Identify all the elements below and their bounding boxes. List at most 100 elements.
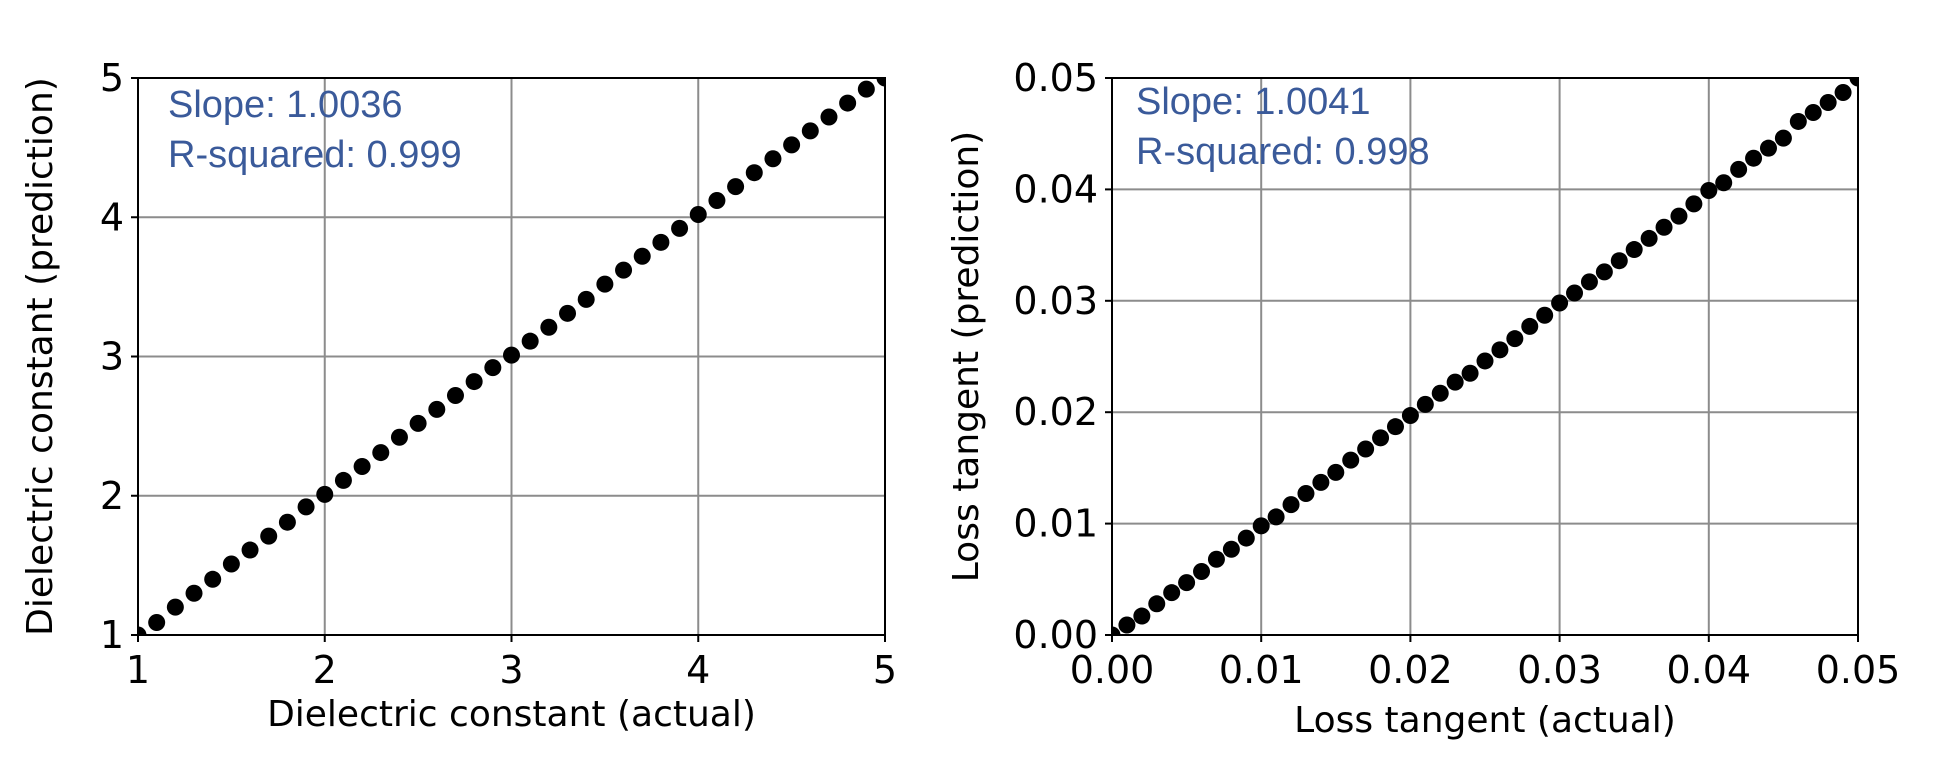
scatter-point: [1163, 584, 1181, 602]
scatter-series: [138, 78, 885, 635]
scatter-point: [1148, 595, 1166, 613]
scatter-point: [1112, 626, 1121, 635]
scatter-point: [1685, 195, 1703, 213]
scatter-point: [1252, 517, 1270, 535]
y-axis-label: Loss tangent (prediction): [946, 131, 987, 582]
scatter-point: [1237, 529, 1255, 547]
scatter-point: [1297, 485, 1315, 503]
scatter-point: [1759, 139, 1777, 157]
scatter-point: [1416, 395, 1434, 413]
scatter-point: [1178, 574, 1196, 592]
chart-2: 0.00 0.01 0.02 0.03 0.04 0.05 0.00 0.01 0.02 0.03…: [946, 56, 1900, 741]
scatter-series: [1112, 78, 1858, 635]
scatter-point: [559, 304, 577, 322]
scatter-point: [839, 94, 857, 112]
scatter-point: [577, 290, 595, 308]
scatter-point: [1431, 384, 1449, 402]
plot-frame: [1111, 77, 1859, 636]
scatter-point: [148, 613, 166, 631]
y-tick-label: 0.02: [1013, 390, 1098, 434]
scatter-point: [1640, 229, 1658, 247]
scatter-point: [222, 555, 240, 573]
scatter-point: [465, 373, 483, 391]
y-tick-label: 1: [100, 613, 124, 657]
x-tick-label: 2: [313, 648, 337, 692]
scatter-point: [166, 598, 184, 616]
scatter-point: [1207, 550, 1225, 568]
scatter-point: [185, 584, 203, 602]
scatter-point: [1745, 149, 1763, 167]
scatter-point: [278, 513, 296, 531]
scatter-point: [1282, 496, 1300, 514]
scatter-point: [1267, 508, 1285, 526]
scatter-point: [689, 205, 707, 223]
scatter-point: [633, 247, 651, 265]
scatter-point: [241, 541, 259, 559]
scatter-point: [204, 570, 222, 588]
x-tick-label: 5: [873, 648, 897, 692]
scatter-point: [540, 318, 558, 336]
y-tick-label: 5: [100, 56, 124, 100]
scatter-point: [1372, 429, 1390, 447]
scatter-point: [708, 192, 726, 210]
scatter-point: [1357, 440, 1375, 458]
r-squared-annotation: R-squared: 0.998: [1136, 131, 1430, 173]
scatter-point: [1521, 317, 1539, 335]
scatter-point: [1804, 104, 1822, 122]
scatter-point: [1551, 294, 1569, 312]
scatter-point: [876, 78, 885, 87]
scatter-point: [615, 261, 633, 279]
x-axis-label: Dielectric constant (actual): [267, 694, 756, 735]
scatter-point: [1491, 341, 1509, 359]
scatter-point: [801, 122, 819, 140]
scatter-point: [1476, 352, 1494, 370]
scatter-point: [297, 498, 315, 516]
scatter-point: [596, 275, 614, 293]
scatter-point: [409, 414, 427, 432]
scatter-point: [1118, 616, 1136, 634]
x-tick-label: 0.02: [1368, 648, 1453, 692]
y-tick-label: 4: [100, 195, 124, 239]
scatter-point: [1700, 182, 1718, 200]
scatter-point: [1670, 207, 1688, 225]
scatter-point: [1610, 252, 1628, 270]
r-squared-annotation: R-squared: 0.999: [168, 134, 462, 176]
scatter-point: [446, 386, 464, 404]
scatter-point: [745, 164, 763, 182]
scatter-point: [1327, 463, 1345, 481]
scatter-point: [428, 400, 446, 418]
x-tick-label: 0.01: [1219, 648, 1304, 692]
scatter-point: [1222, 540, 1240, 558]
scatter-point: [1342, 451, 1360, 469]
x-tick-label: 1: [126, 648, 150, 692]
scatter-point: [372, 444, 390, 462]
y-tick-label: 0.04: [1013, 167, 1098, 211]
scatter-point: [1536, 306, 1554, 324]
y-tick-label: 0.03: [1013, 279, 1098, 323]
scatter-point: [521, 332, 539, 350]
scatter-point: [353, 458, 371, 476]
y-tick-label: 0.00: [1013, 613, 1098, 657]
scatter-point: [1386, 418, 1404, 436]
scatter-point: [1193, 563, 1211, 581]
scatter-point: [783, 136, 801, 154]
x-tick-label: 3: [499, 648, 523, 692]
scatter-point: [260, 527, 278, 545]
scatter-point: [1446, 373, 1464, 391]
x-tick-label: 0.05: [1816, 648, 1901, 692]
scatter-point: [138, 626, 147, 635]
scatter-point: [484, 359, 502, 377]
scatter-point: [1789, 112, 1807, 130]
y-axis-label: Dielectric constant (prediction): [20, 77, 61, 636]
y-tick-label: 2: [100, 474, 124, 518]
x-tick-label: 0.04: [1666, 648, 1751, 692]
scatter-point: [671, 219, 689, 237]
scatter-point: [1566, 284, 1584, 302]
scatter-point: [1625, 241, 1643, 259]
y-tick-label: 0.01: [1013, 502, 1098, 546]
scatter-point: [1655, 218, 1673, 236]
slope-annotation: Slope: 1.0041: [1136, 81, 1371, 123]
scatter-point: [1715, 174, 1733, 192]
scatter-point: [1834, 83, 1852, 101]
